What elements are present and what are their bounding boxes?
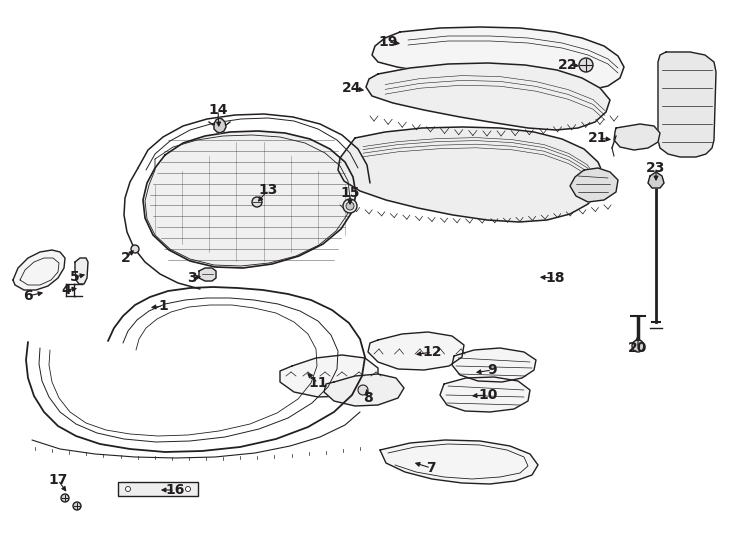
Polygon shape [658, 52, 716, 157]
Polygon shape [280, 355, 378, 397]
Polygon shape [648, 172, 664, 188]
Text: 4: 4 [61, 283, 71, 297]
Circle shape [186, 487, 191, 491]
Text: 18: 18 [545, 271, 564, 285]
Polygon shape [372, 27, 624, 91]
Text: 20: 20 [628, 341, 647, 355]
Text: 13: 13 [258, 183, 277, 197]
Polygon shape [380, 440, 538, 484]
Circle shape [343, 199, 357, 213]
Polygon shape [75, 258, 88, 284]
Bar [118, 482, 198, 496]
Text: 21: 21 [588, 131, 608, 145]
Text: 19: 19 [378, 35, 398, 49]
Circle shape [632, 340, 644, 352]
Text: 3: 3 [187, 271, 197, 285]
Text: 14: 14 [208, 103, 228, 117]
Text: 16: 16 [165, 483, 185, 497]
Polygon shape [143, 131, 356, 268]
Polygon shape [452, 348, 536, 382]
Polygon shape [214, 118, 226, 133]
Polygon shape [440, 377, 530, 412]
Text: 24: 24 [342, 81, 362, 95]
Text: 2: 2 [121, 251, 131, 265]
Text: 7: 7 [426, 461, 436, 475]
Polygon shape [324, 374, 404, 406]
Polygon shape [13, 250, 65, 290]
Text: 12: 12 [422, 345, 442, 359]
Circle shape [126, 487, 131, 491]
Text: 8: 8 [363, 391, 373, 405]
Polygon shape [199, 268, 216, 281]
Polygon shape [614, 124, 660, 150]
Text: 23: 23 [647, 161, 666, 175]
Circle shape [358, 385, 368, 395]
Circle shape [252, 197, 262, 207]
Circle shape [579, 58, 593, 72]
Polygon shape [338, 127, 604, 222]
Text: 5: 5 [70, 270, 80, 284]
Text: 11: 11 [308, 376, 328, 390]
Text: 6: 6 [23, 289, 33, 303]
Text: 9: 9 [487, 363, 497, 377]
Circle shape [73, 502, 81, 510]
Text: 15: 15 [341, 186, 360, 200]
Polygon shape [570, 168, 618, 202]
Text: 17: 17 [48, 473, 68, 487]
Text: 22: 22 [559, 58, 578, 72]
Circle shape [346, 202, 354, 210]
Polygon shape [368, 332, 464, 370]
Circle shape [61, 494, 69, 502]
Polygon shape [366, 63, 610, 130]
Text: 1: 1 [158, 299, 168, 313]
Text: 10: 10 [479, 388, 498, 402]
Circle shape [131, 245, 139, 253]
